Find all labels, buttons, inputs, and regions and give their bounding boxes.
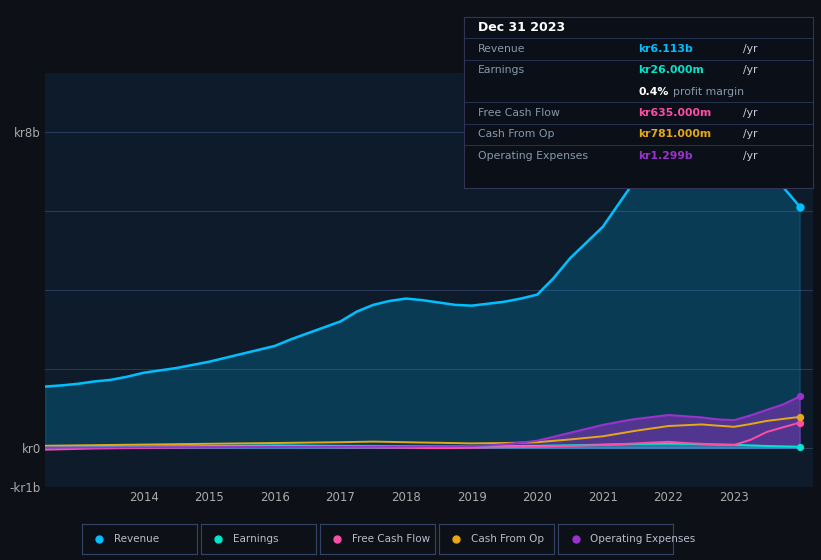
Text: /yr: /yr [743,129,758,139]
Text: kr1.299b: kr1.299b [639,151,693,161]
Text: /yr: /yr [743,108,758,118]
Text: /yr: /yr [743,44,758,54]
Text: kr6.113b: kr6.113b [639,44,693,54]
Point [331,534,344,543]
Text: Revenue: Revenue [478,44,525,54]
Point [793,202,806,211]
Point [450,534,463,543]
Text: Dec 31 2023: Dec 31 2023 [478,21,565,34]
Point [793,392,806,401]
Text: Revenue: Revenue [114,534,159,544]
Text: Operating Expenses: Operating Expenses [590,534,695,544]
Point [793,412,806,421]
Text: /yr: /yr [743,65,758,75]
Text: Operating Expenses: Operating Expenses [478,151,588,161]
Text: 0.4%: 0.4% [639,87,668,96]
Point [793,442,806,451]
Point [93,534,106,543]
Text: Free Cash Flow: Free Cash Flow [352,534,430,544]
Point [569,534,582,543]
Text: kr26.000m: kr26.000m [639,65,704,75]
Text: kr781.000m: kr781.000m [639,129,712,139]
Point [212,534,225,543]
Text: Free Cash Flow: Free Cash Flow [478,108,560,118]
Point [793,418,806,427]
Text: /yr: /yr [743,151,758,161]
Text: Cash From Op: Cash From Op [471,534,544,544]
Text: Cash From Op: Cash From Op [478,129,554,139]
Text: Earnings: Earnings [478,65,525,75]
Text: profit margin: profit margin [673,87,744,96]
Text: kr635.000m: kr635.000m [639,108,712,118]
Text: Earnings: Earnings [233,534,279,544]
